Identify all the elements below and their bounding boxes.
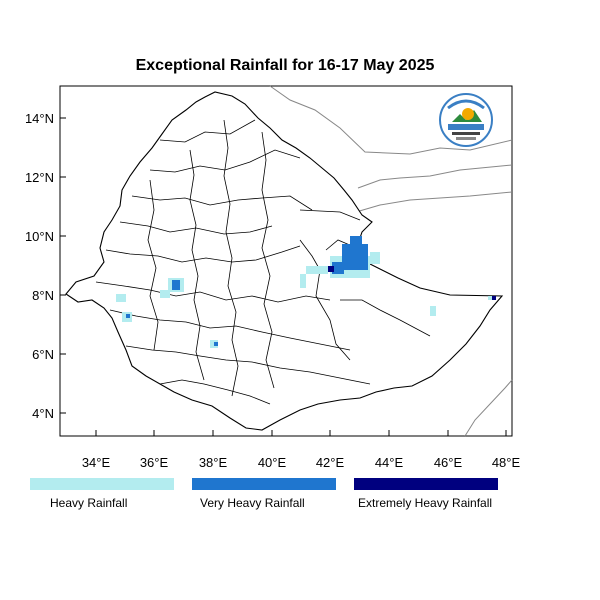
ethiopia-outline	[65, 91, 504, 431]
rainfall-extremely-heavy	[328, 266, 496, 300]
legend-label-heavy: Heavy Rainfall	[50, 496, 128, 510]
map-frame	[59, 85, 513, 437]
x-tick-label: 44°E	[375, 455, 404, 470]
x-tick-marks	[95, 430, 507, 436]
x-tick-label: 36°E	[140, 455, 169, 470]
y-tick-label: 6°N	[32, 347, 54, 362]
x-tick-labels: 34°E 36°E 38°E 40°E 42°E 44°E 46°E 48°E	[82, 455, 521, 470]
x-tick-label: 46°E	[434, 455, 463, 470]
legend-swatch-extremely-heavy	[354, 478, 498, 490]
y-tick-labels: 4°N 6°N 8°N 10°N 12°N 14°N	[25, 111, 54, 421]
legend-label-very-heavy: Very Heavy Rainfall	[200, 496, 305, 510]
x-tick-label: 34°E	[82, 455, 111, 470]
y-tick-label: 4°N	[32, 406, 54, 421]
map-title: Exceptional Rainfall for 16-17 May 2025	[135, 57, 435, 74]
meteorology-institute-logo	[439, 93, 493, 147]
y-tick-label: 8°N	[32, 288, 54, 303]
y-tick-marks	[60, 117, 66, 414]
legend-swatch-very-heavy	[192, 478, 336, 490]
rainfall-very-heavy	[126, 236, 368, 346]
y-tick-label: 14°N	[25, 111, 54, 126]
x-tick-label: 40°E	[258, 455, 287, 470]
admin-borders	[95, 119, 431, 405]
neighbor-borders	[269, 85, 513, 437]
y-tick-label: 12°N	[25, 170, 54, 185]
x-tick-label: 42°E	[316, 455, 345, 470]
x-tick-label: 48°E	[492, 455, 521, 470]
legend-swatch-heavy	[30, 478, 174, 490]
x-tick-label: 38°E	[199, 455, 228, 470]
y-tick-label: 10°N	[25, 229, 54, 244]
legend-label-extremely-heavy: Extremely Heavy Rainfall	[358, 496, 493, 510]
